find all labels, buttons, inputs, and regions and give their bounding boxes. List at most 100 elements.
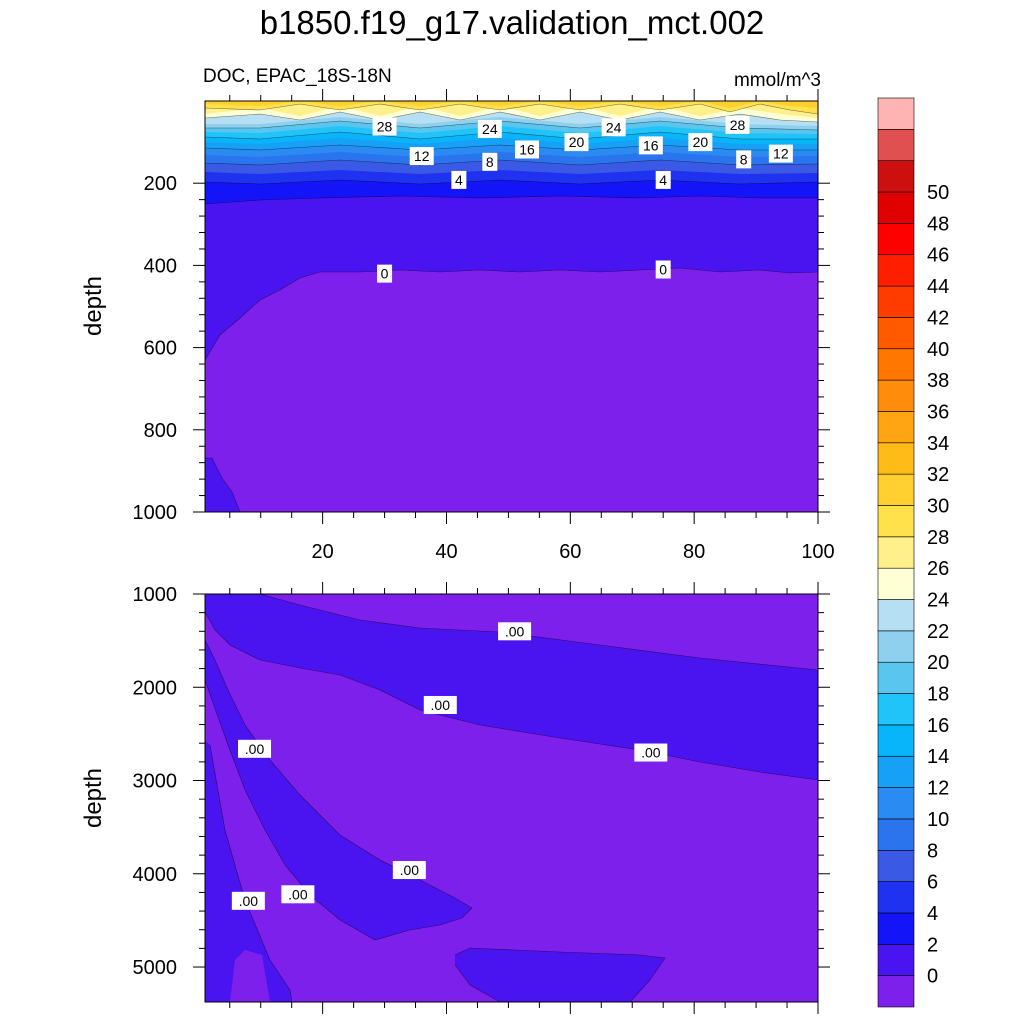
colorbar-label: 40 <box>927 339 949 361</box>
contour-label-text: .00 <box>400 862 420 878</box>
colorbar-swatch <box>877 379 915 412</box>
bottom-ytick-label: 1000 <box>133 584 178 606</box>
contour-label-text: 12 <box>414 148 430 164</box>
colorbar-label: 12 <box>927 778 949 800</box>
colorbar: 0246810121416182022242628303234363840424… <box>877 97 949 1008</box>
contour-label-bg <box>372 117 397 136</box>
contour-label-bg <box>377 264 393 283</box>
colorbar-swatch <box>877 912 915 945</box>
colorbar-swatch <box>877 661 915 694</box>
colorbar-label: 2 <box>927 934 938 956</box>
chart-title: b1850.f19_g17.validation_mct.002 <box>259 4 765 41</box>
contour-label-text: 24 <box>606 119 622 135</box>
top-ytick-label: 200 <box>144 173 177 195</box>
colorbar-label: 10 <box>927 809 949 831</box>
contour-label-bg <box>725 115 750 134</box>
colorbar-swatch <box>877 599 915 632</box>
top-subtitle-left: DOC, EPAC_18S-18N <box>203 66 392 87</box>
bottom-axis-ticks: 1000 2000 3000 4000 5000 <box>133 582 830 1014</box>
contour-label-text: 8 <box>486 154 494 170</box>
colorbar-swatch <box>877 97 915 130</box>
contour-label-text: .00 <box>245 741 265 757</box>
top-contour-label: 24 <box>601 118 626 137</box>
bottom-contour-label: .00 <box>423 695 457 714</box>
colorbar-label: 28 <box>927 527 949 549</box>
bottom-panel-plot: 1000 2000 3000 4000 5000 .00 .00 .00 .00 .00 .00.… <box>133 582 830 1014</box>
bottom-contour-labels: .00 .00 .00 .00 .00 .00 .00 <box>231 622 668 910</box>
bottom-contour-fill <box>205 594 818 1002</box>
colorbar-swatch <box>877 348 915 381</box>
contour-label-bg <box>655 170 671 189</box>
contour-label-text: .00 <box>431 697 451 713</box>
top-contour-label: 20 <box>688 133 713 152</box>
colorbar-label: 18 <box>927 684 949 706</box>
top-contour-label: 4 <box>655 170 671 189</box>
colorbar-swatch <box>877 849 915 882</box>
top-contour-label: 24 <box>477 119 502 138</box>
bottom-ytick-label: 5000 <box>133 957 178 979</box>
top-contour-label: 12 <box>768 144 793 163</box>
top-contour-label: 4 <box>451 170 467 189</box>
colorbar-swatch <box>877 724 915 757</box>
colorbar-swatch <box>877 254 915 287</box>
colorbar-label: 36 <box>927 401 949 423</box>
contour-label-bg <box>514 140 539 159</box>
colorbar-swatch <box>877 693 915 726</box>
contour-label-text: 4 <box>455 172 463 188</box>
contour-label-text: 20 <box>569 134 585 150</box>
bottom-contour-label: .00 <box>392 861 426 880</box>
contour-label-bg <box>392 861 426 880</box>
colorbar-swatch <box>877 787 915 820</box>
top-contour-labels: 28 24 12 8 16 20 24 16 20 28 8 12 4 4 0 0 <box>372 115 793 283</box>
top-xtick-label: 20 <box>312 541 334 563</box>
colorbar-label: 4 <box>927 903 938 925</box>
top-contour-label: 0 <box>377 264 393 283</box>
contour-label-bg <box>238 739 272 758</box>
contour-label-text: 8 <box>740 151 748 167</box>
contour-label-bg <box>564 133 589 152</box>
contour-label-text: 28 <box>377 118 393 134</box>
top-contour-fill <box>205 101 818 512</box>
contour-label-bg <box>655 260 671 279</box>
top-ytick-label: 800 <box>144 420 177 442</box>
colorbar-label: 14 <box>927 746 949 768</box>
bottom-ytick-label: 3000 <box>133 771 178 793</box>
contour-label-bg <box>638 136 663 155</box>
top-contour-label: 0 <box>655 260 671 279</box>
colorbar-swatch <box>877 473 915 506</box>
bottom-ytick-label: 4000 <box>133 864 178 886</box>
colorbar-swatch <box>877 411 915 444</box>
contour-label-bg <box>281 885 315 904</box>
colorbar-swatch <box>877 944 915 976</box>
colorbar-label: 46 <box>927 245 949 267</box>
bottom-contour-label: .00 <box>634 743 668 762</box>
contour-label-bg <box>477 119 502 138</box>
contour-label-bg <box>688 133 713 152</box>
top-ytick-label: 1000 <box>133 502 178 524</box>
colorbar-label: 48 <box>927 213 949 235</box>
bottom-ytick-label: 2000 <box>133 677 178 699</box>
contour-label-bg <box>423 695 457 714</box>
colorbar-swatch <box>877 818 915 851</box>
top-y-axis-title: depth <box>80 276 107 336</box>
colorbar-label: 34 <box>927 433 949 455</box>
contour-label-text: 16 <box>519 141 535 157</box>
colorbar-swatch <box>877 975 915 1008</box>
contour-label-bg <box>736 150 752 169</box>
colorbar-swatch <box>877 881 915 914</box>
colorbar-label: 24 <box>927 590 949 612</box>
colorbar-label: 20 <box>927 652 949 674</box>
bottom-contour-label: .00 <box>231 891 265 910</box>
colorbar-label: 0 <box>927 966 938 988</box>
top-xtick-label: 80 <box>683 541 705 563</box>
contour-label-bg <box>409 147 434 166</box>
contour-label-text: .00 <box>641 745 661 761</box>
top-xtick-label: 100 <box>801 541 834 563</box>
bottom-y-axis-title: depth <box>80 768 107 828</box>
contour-label-text: .00 <box>239 893 259 909</box>
top-subtitle-right: mmol/m^3 <box>734 70 821 91</box>
top-contour-label: 8 <box>736 150 752 169</box>
colorbar-swatch <box>877 160 915 193</box>
contour-label-bg <box>601 118 626 137</box>
